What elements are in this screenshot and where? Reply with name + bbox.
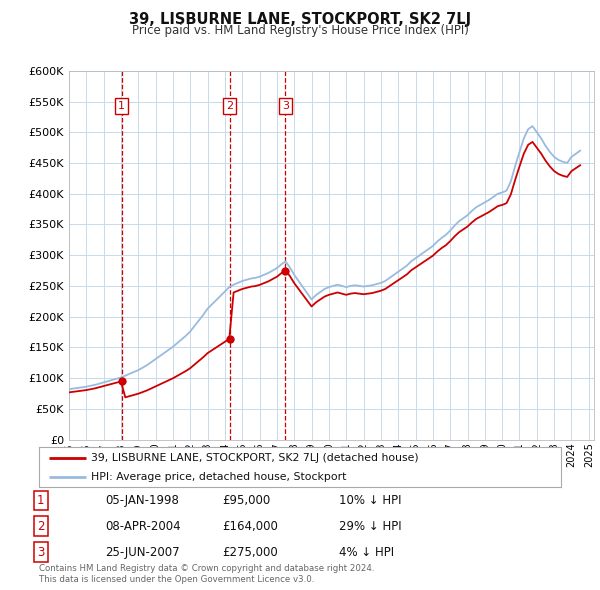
Text: £95,000: £95,000 [222,494,270,507]
Text: £164,000: £164,000 [222,520,278,533]
Text: 3: 3 [37,546,44,559]
Text: 08-APR-2004: 08-APR-2004 [105,520,181,533]
Text: 39, LISBURNE LANE, STOCKPORT, SK2 7LJ (detached house): 39, LISBURNE LANE, STOCKPORT, SK2 7LJ (d… [91,453,419,463]
Text: 10% ↓ HPI: 10% ↓ HPI [339,494,401,507]
Text: HPI: Average price, detached house, Stockport: HPI: Average price, detached house, Stoc… [91,472,347,481]
Text: Contains HM Land Registry data © Crown copyright and database right 2024.: Contains HM Land Registry data © Crown c… [39,565,374,573]
Text: 29% ↓ HPI: 29% ↓ HPI [339,520,401,533]
Text: £275,000: £275,000 [222,546,278,559]
Text: 25-JUN-2007: 25-JUN-2007 [105,546,179,559]
Text: 39, LISBURNE LANE, STOCKPORT, SK2 7LJ: 39, LISBURNE LANE, STOCKPORT, SK2 7LJ [129,12,471,27]
Text: This data is licensed under the Open Government Licence v3.0.: This data is licensed under the Open Gov… [39,575,314,584]
Text: 2: 2 [37,520,44,533]
Text: Price paid vs. HM Land Registry's House Price Index (HPI): Price paid vs. HM Land Registry's House … [131,24,469,37]
Text: 1: 1 [37,494,44,507]
Text: 1: 1 [118,101,125,111]
Text: 4% ↓ HPI: 4% ↓ HPI [339,546,394,559]
Text: 2: 2 [226,101,233,111]
Text: 3: 3 [282,101,289,111]
Text: 05-JAN-1998: 05-JAN-1998 [105,494,179,507]
